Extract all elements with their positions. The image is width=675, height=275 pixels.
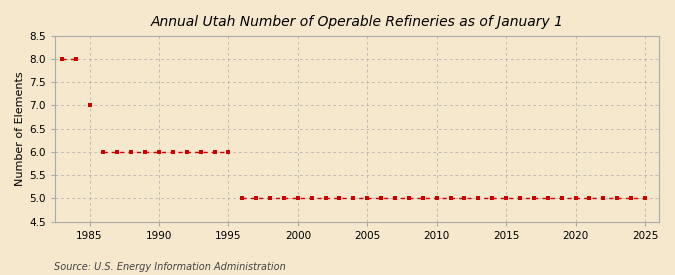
Text: Source: U.S. Energy Information Administration: Source: U.S. Energy Information Administ… [54, 262, 286, 272]
Title: Annual Utah Number of Operable Refineries as of January 1: Annual Utah Number of Operable Refinerie… [151, 15, 564, 29]
Y-axis label: Number of Elements: Number of Elements [15, 72, 25, 186]
